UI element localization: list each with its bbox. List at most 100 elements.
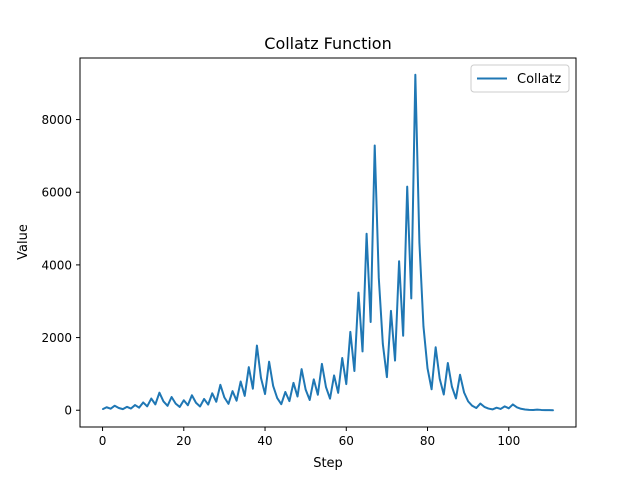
data-point xyxy=(451,386,453,388)
data-point xyxy=(179,406,181,408)
y-axis-label: Value xyxy=(16,224,31,260)
series-layer xyxy=(101,73,555,412)
data-point xyxy=(345,383,347,385)
data-point xyxy=(284,391,286,393)
x-tick-label: 40 xyxy=(257,434,272,448)
data-point xyxy=(166,405,169,407)
data-point xyxy=(386,376,388,378)
data-point xyxy=(321,363,323,365)
data-point xyxy=(402,335,404,337)
chart-title: Collatz Function xyxy=(264,34,391,53)
data-point xyxy=(150,397,152,400)
data-point xyxy=(317,394,319,396)
data-point xyxy=(305,389,307,391)
data-point xyxy=(491,408,494,410)
data-point xyxy=(500,408,502,410)
data-point xyxy=(552,409,555,411)
data-point xyxy=(244,395,246,397)
y-tick-label: 4000 xyxy=(41,258,72,272)
data-point xyxy=(211,392,213,394)
data-point xyxy=(422,325,425,327)
data-point xyxy=(410,297,412,300)
data-point xyxy=(532,409,534,411)
data-point xyxy=(536,409,538,411)
data-point xyxy=(390,310,392,312)
data-point xyxy=(524,408,526,411)
data-point xyxy=(337,392,339,394)
data-point xyxy=(276,397,278,399)
data-point xyxy=(512,403,514,406)
data-point xyxy=(191,394,193,396)
data-point xyxy=(430,388,433,390)
data-point xyxy=(504,405,506,407)
data-point xyxy=(544,409,546,411)
data-point xyxy=(329,398,331,400)
data-point xyxy=(272,385,274,387)
data-point xyxy=(374,144,376,147)
data-point xyxy=(313,378,315,380)
data-point xyxy=(219,384,221,386)
legend-box xyxy=(470,64,570,93)
data-point xyxy=(195,402,197,404)
data-point xyxy=(443,393,445,396)
data-point xyxy=(353,370,355,372)
data-point xyxy=(309,399,311,401)
legend: Collatz xyxy=(470,64,570,93)
data-point xyxy=(365,233,368,235)
data-point xyxy=(118,407,120,409)
data-point xyxy=(394,359,396,362)
y-tick-label: 2000 xyxy=(41,331,72,345)
data-point xyxy=(325,386,327,388)
data-point xyxy=(110,408,112,410)
data-point xyxy=(142,401,144,404)
x-tick-label: 60 xyxy=(339,434,354,448)
data-point xyxy=(101,408,104,410)
data-point xyxy=(426,367,429,369)
data-point xyxy=(447,362,449,364)
data-point xyxy=(439,378,441,380)
tick-layer: 0 20 40 60 80 100 0 2000 4000 6000 8000 xyxy=(41,113,520,448)
y-tick-label: 0 xyxy=(64,404,72,418)
data-point xyxy=(483,406,485,408)
data-point xyxy=(292,382,295,384)
legend-label: Collatz xyxy=(517,72,561,87)
data-point xyxy=(199,405,201,408)
data-point xyxy=(288,400,291,402)
x-tick-label: 100 xyxy=(497,434,520,448)
data-point xyxy=(487,407,490,410)
data-point xyxy=(418,241,420,244)
plot-area: 0 20 40 60 80 100 0 2000 4000 6000 8000 xyxy=(41,57,577,448)
data-point xyxy=(154,403,156,405)
data-point xyxy=(207,404,209,406)
data-point xyxy=(341,357,343,359)
data-point xyxy=(264,393,266,395)
data-point xyxy=(349,331,351,333)
data-point xyxy=(370,321,372,323)
data-point xyxy=(548,409,550,411)
data-point xyxy=(236,400,238,402)
data-point xyxy=(495,407,498,409)
x-tick-label: 0 xyxy=(99,434,107,448)
data-point xyxy=(333,374,335,377)
data-point xyxy=(540,409,542,411)
data-point xyxy=(158,392,161,394)
y-tick-label: 8000 xyxy=(41,113,72,127)
data-point xyxy=(231,390,234,392)
x-tick-label: 80 xyxy=(420,434,435,448)
data-point xyxy=(203,398,205,400)
data-point xyxy=(475,407,477,409)
x-axis-label: Step xyxy=(313,456,343,471)
data-point xyxy=(126,406,128,408)
data-point xyxy=(252,388,254,390)
data-point xyxy=(187,404,189,406)
data-point xyxy=(467,400,469,402)
data-point xyxy=(183,399,185,401)
data-point xyxy=(171,396,173,398)
data-point xyxy=(240,380,242,383)
data-point xyxy=(357,291,360,294)
data-point xyxy=(138,407,140,409)
data-point xyxy=(378,277,380,279)
data-point xyxy=(455,397,457,400)
data-point xyxy=(528,409,530,411)
